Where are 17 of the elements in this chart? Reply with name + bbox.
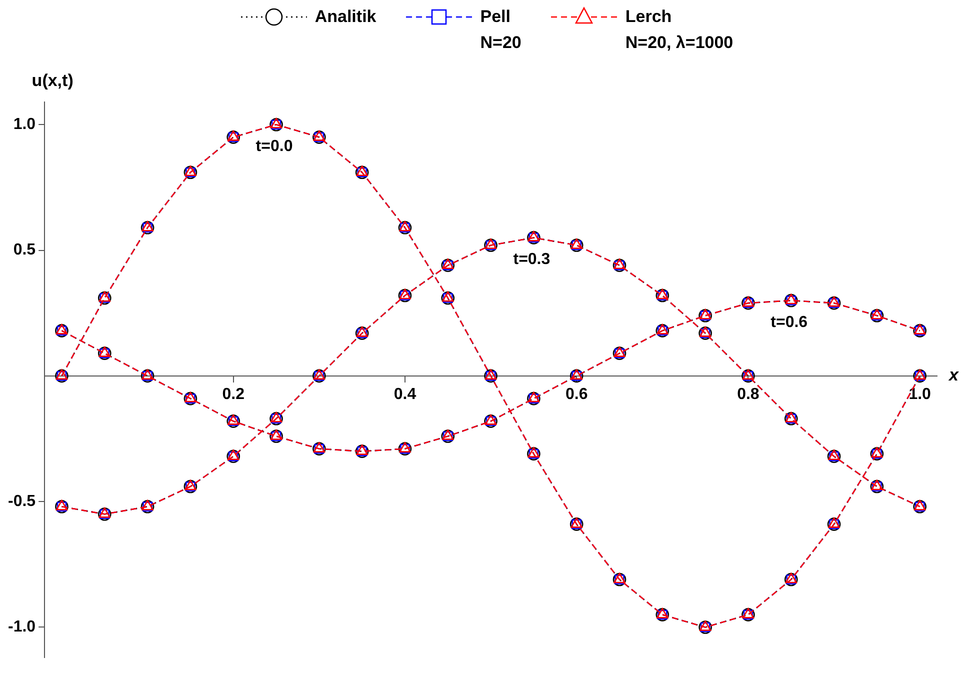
x-tick-label: 1.0: [908, 386, 932, 403]
y-axis-title: u(x,t): [32, 71, 74, 90]
y-tick-label: 1.0: [13, 116, 36, 134]
legend-label: Lerch N=20, λ=1000: [625, 6, 734, 54]
annotation: t=0.0: [256, 138, 293, 156]
y-tick-label: -1.0: [8, 618, 36, 636]
x-tick-label: 0.2: [222, 386, 245, 403]
y-tick-label: -0.5: [8, 492, 36, 510]
x-tick-label: 0.8: [737, 386, 760, 403]
annotation: t=0.6: [770, 314, 808, 331]
x-tick-label: 0.4: [394, 386, 416, 403]
x-tick-label: 0.6: [565, 386, 588, 403]
legend-label: Analitik: [314, 6, 376, 28]
y-tick-label: 0.5: [13, 242, 36, 259]
annotation: t=0.3: [513, 251, 550, 268]
legend-label: Pell N=20: [480, 6, 522, 54]
x-axis-title: x: [948, 366, 960, 385]
